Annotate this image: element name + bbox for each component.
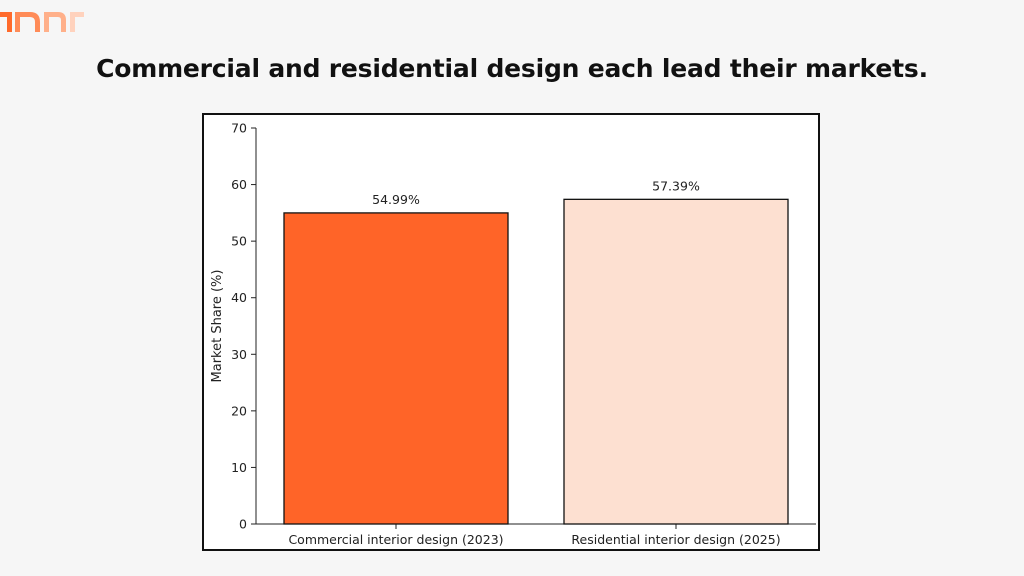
y-axis-title: Market Share (%) xyxy=(210,270,225,383)
y-tick-label: 50 xyxy=(231,234,247,249)
bar-chart: 0 10 20 30 40 50 60 70 Commercial interior desi… xyxy=(210,121,816,547)
bar xyxy=(283,212,509,525)
y-tick-label: 0 xyxy=(239,517,247,532)
x-axis: Commercial interior design (2023) Residen… xyxy=(256,523,816,547)
y-tick-label: 40 xyxy=(231,290,247,305)
y-tick-label: 70 xyxy=(231,121,247,136)
bar-value-label: 54.99% xyxy=(372,192,420,207)
brand-mark-icon xyxy=(0,12,84,32)
bar-value-label: 57.39% xyxy=(652,178,700,193)
brand-logo xyxy=(0,12,84,32)
y-tick-label: 10 xyxy=(231,460,247,475)
bars xyxy=(283,198,789,525)
chart-panel: 0 10 20 30 40 50 60 70 Commercial interior desi… xyxy=(202,113,820,551)
page-title: Commercial and residential design each l… xyxy=(96,54,928,83)
data-labels: 54.99% 57.39% xyxy=(372,178,700,207)
y-tick-label: 60 xyxy=(231,177,247,192)
x-tick-label: Commercial interior design (2023) xyxy=(288,532,503,547)
y-axis: 0 10 20 30 40 50 60 70 xyxy=(231,121,257,532)
y-tick-label: 20 xyxy=(231,403,247,418)
bar xyxy=(563,198,789,525)
y-tick-label: 30 xyxy=(231,347,247,362)
x-tick-label: Residential interior design (2025) xyxy=(571,532,780,547)
